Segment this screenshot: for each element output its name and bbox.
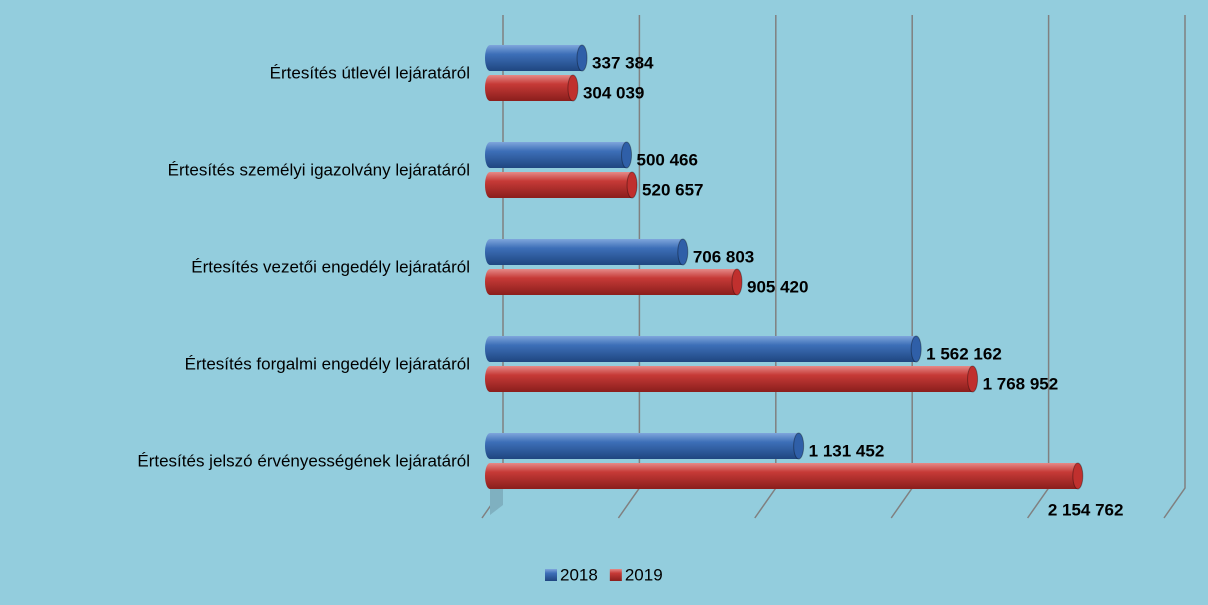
category-label: Értesítés forgalmi engedély lejáratáról	[185, 354, 470, 373]
value-label: 304 039	[583, 83, 644, 102]
category-label: Értesítés vezetői engedély lejáratáról	[191, 257, 470, 276]
bar	[490, 366, 973, 392]
bar	[490, 172, 633, 198]
bar	[490, 75, 573, 101]
legend-label: 2019	[625, 565, 663, 584]
bar-start	[485, 142, 495, 168]
bar	[490, 45, 583, 71]
bar-end	[1072, 462, 1084, 490]
bar-start	[485, 172, 495, 198]
value-label: 905 420	[747, 277, 808, 296]
value-label: 1 562 162	[926, 344, 1002, 363]
bar-start	[485, 269, 495, 295]
bar-end	[731, 268, 743, 296]
bar-end	[967, 365, 979, 393]
category-label: Értesítés útlevél lejáratáról	[270, 63, 470, 82]
bar	[490, 142, 627, 168]
bar-start	[485, 336, 495, 362]
bar-end	[576, 44, 588, 72]
bar-end	[621, 141, 633, 169]
bar-end	[910, 335, 922, 363]
value-label: 706 803	[693, 247, 754, 266]
bar-end	[677, 238, 689, 266]
value-label: 2 154 762	[1048, 500, 1124, 519]
grid-line	[1163, 15, 1186, 519]
bar-end	[793, 432, 805, 460]
category-label: Értesítés jelszó érvényességének lejárat…	[137, 451, 470, 470]
bar	[490, 336, 917, 362]
bar	[490, 433, 799, 459]
category-label: Értesítés személyi igazolvány lejáratáró…	[168, 160, 470, 179]
bar-start	[485, 75, 495, 101]
value-label: 337 384	[592, 53, 654, 72]
bar-start	[485, 366, 495, 392]
bar-end	[567, 74, 579, 102]
value-label: 500 466	[637, 150, 698, 169]
value-label: 1 131 452	[809, 441, 885, 460]
bar	[490, 239, 683, 265]
floor	[490, 488, 503, 515]
legend-label: 2018	[560, 565, 598, 584]
legend-swatch	[609, 569, 622, 581]
bar	[490, 463, 1078, 489]
bar-end	[626, 171, 638, 199]
value-label: 1 768 952	[983, 374, 1059, 393]
legend-swatch	[545, 569, 557, 581]
bar	[490, 269, 737, 295]
bar-start	[485, 45, 495, 71]
bar-start	[485, 463, 495, 489]
bar-start	[485, 433, 495, 459]
value-label: 520 657	[642, 180, 703, 199]
bar-start	[485, 239, 495, 265]
